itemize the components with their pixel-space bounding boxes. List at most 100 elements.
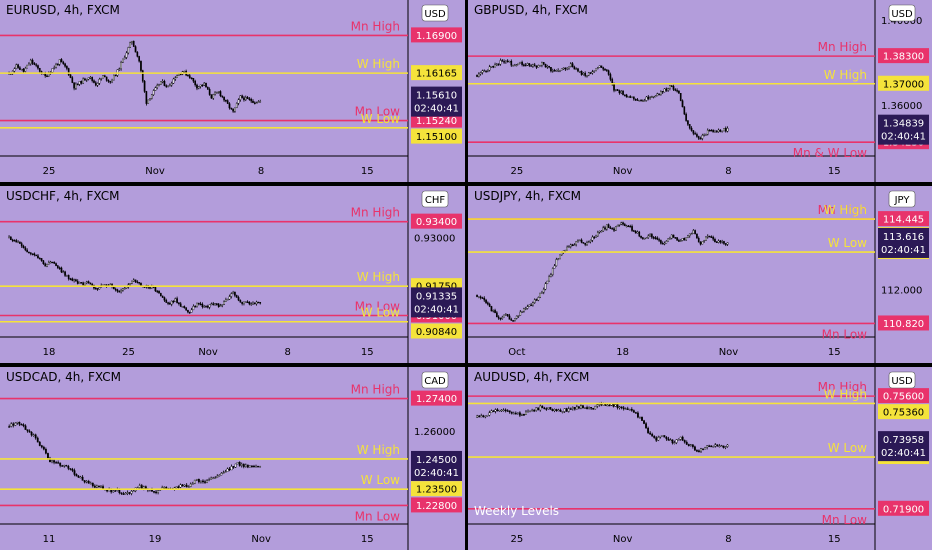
candle xyxy=(490,66,493,68)
candle xyxy=(13,68,16,72)
candle xyxy=(80,81,83,84)
candle xyxy=(580,239,583,243)
candle xyxy=(69,278,72,280)
candle xyxy=(85,78,88,81)
candle xyxy=(163,297,166,301)
candle xyxy=(559,254,561,260)
x-tick-label: Nov xyxy=(198,347,218,358)
candle xyxy=(569,408,572,410)
candle xyxy=(77,475,80,478)
x-tick-label: Nov xyxy=(613,166,633,177)
candle xyxy=(548,66,550,68)
candle xyxy=(98,287,101,290)
candle xyxy=(715,241,718,244)
candle xyxy=(712,446,715,448)
candle xyxy=(98,485,100,488)
currency-button[interactable] xyxy=(888,190,916,208)
currency-button[interactable] xyxy=(888,371,916,389)
candle xyxy=(237,99,240,104)
candle xyxy=(551,409,554,411)
candle xyxy=(178,302,180,305)
candle xyxy=(127,47,130,54)
candle xyxy=(210,477,213,480)
candle xyxy=(485,70,487,72)
candle xyxy=(714,444,717,447)
audusd-chart[interactable]: 25 Nov 8 15 Mn High 0.75600 W High 0.75360 W Low… xyxy=(468,367,932,550)
candle xyxy=(553,265,556,269)
candle xyxy=(62,271,65,273)
currency-button[interactable] xyxy=(888,4,916,22)
candle xyxy=(488,66,491,71)
eurusd-chart[interactable]: 25 Nov 8 15 Mn High 1.16900 W High 1.16165 Mn Lo… xyxy=(0,0,465,182)
candle xyxy=(160,293,162,297)
candle xyxy=(667,238,669,242)
candle xyxy=(618,224,621,226)
candle xyxy=(539,405,542,411)
candle xyxy=(688,233,691,237)
candle xyxy=(602,227,605,232)
vertical-divider[interactable] xyxy=(465,0,468,550)
candle xyxy=(20,423,23,426)
candle xyxy=(179,73,182,76)
candle xyxy=(197,479,200,483)
candle xyxy=(57,64,59,66)
candle xyxy=(66,275,68,277)
candle xyxy=(638,231,641,237)
candle xyxy=(636,99,639,101)
candle xyxy=(674,237,677,239)
candle xyxy=(532,302,534,306)
level-price-badge xyxy=(878,500,929,516)
candle xyxy=(479,72,482,75)
candle xyxy=(542,288,545,293)
level-label: Mn & W Low xyxy=(793,146,867,160)
candle xyxy=(246,301,249,303)
candle xyxy=(708,235,711,238)
candle xyxy=(228,468,231,471)
candle xyxy=(675,439,678,443)
candle xyxy=(165,85,168,87)
candle xyxy=(250,99,253,102)
candle xyxy=(170,83,173,86)
candle xyxy=(622,222,624,225)
candle xyxy=(505,60,507,63)
currency-button[interactable] xyxy=(421,4,449,22)
candle xyxy=(170,300,173,305)
candle xyxy=(692,130,695,134)
candle xyxy=(510,319,513,321)
candle xyxy=(122,493,125,495)
candle xyxy=(94,288,97,290)
candle xyxy=(89,282,92,285)
currency-button[interactable] xyxy=(421,190,449,208)
usdchf-chart[interactable]: 18 25 Nov 8 15 0.93000 Mn High 0.93400 W High 0.9… xyxy=(0,186,465,363)
candle xyxy=(596,232,599,237)
candle xyxy=(238,462,241,466)
candle xyxy=(687,444,690,446)
level-label: Mn Low xyxy=(822,513,868,527)
y-tick-label: 112.000 xyxy=(881,285,922,296)
gbpusd-chart[interactable]: 25 Nov 8 15 1.40000 1.36000 Mn High 1.38300 W Hi… xyxy=(468,0,932,182)
candle xyxy=(154,287,157,292)
countdown-timer: 02:40:41 xyxy=(414,104,459,115)
candle xyxy=(167,302,169,304)
currency-button[interactable] xyxy=(421,371,449,389)
usdcad-chart[interactable]: 11 19 Nov 15 1.26000 Mn High 1.27400 W High 1.24… xyxy=(0,367,465,550)
level-price-text: 1.15240 xyxy=(416,116,457,127)
candle xyxy=(187,309,189,313)
candle xyxy=(241,95,243,98)
candle xyxy=(628,409,631,411)
candle xyxy=(557,69,559,72)
candle xyxy=(111,79,113,83)
candle xyxy=(140,61,142,71)
candle xyxy=(126,492,129,494)
candle xyxy=(712,236,714,240)
candle xyxy=(589,240,592,242)
candle xyxy=(634,230,637,234)
candle xyxy=(652,96,655,98)
horizontal-divider-top[interactable] xyxy=(0,182,932,186)
horizontal-divider-bottom[interactable] xyxy=(0,363,932,367)
candle xyxy=(118,68,121,70)
level-label: W Low xyxy=(361,112,400,126)
candle xyxy=(185,307,187,311)
candle xyxy=(225,99,227,102)
